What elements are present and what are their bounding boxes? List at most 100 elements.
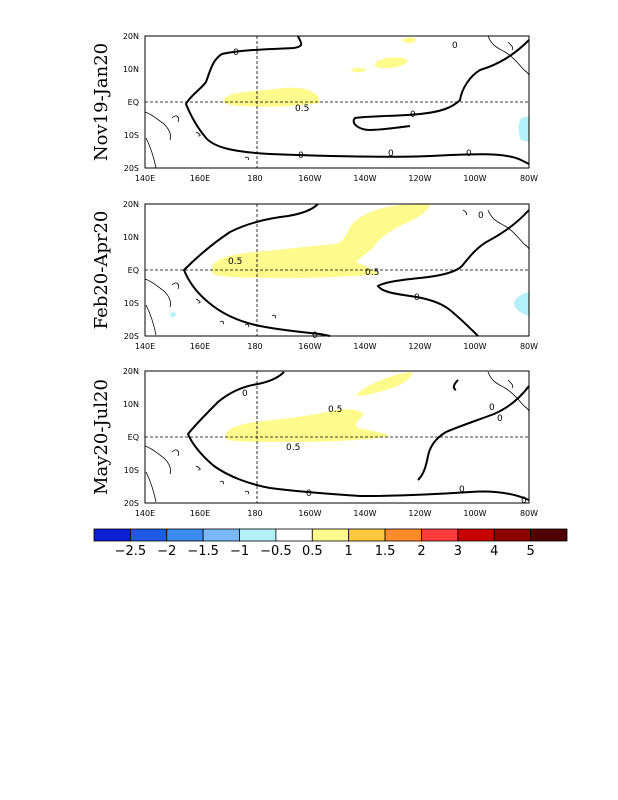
lon-label: 160E [190, 509, 210, 518]
lon-label: 160E [190, 342, 210, 351]
lon-label: 140W [353, 174, 376, 183]
lat-label: 20N [123, 32, 139, 41]
zero-contour [417, 385, 530, 481]
zero-contour [186, 371, 530, 501]
colorbar-swatch [384, 528, 422, 542]
contour-label: 0 [478, 211, 484, 221]
colorbar-label: 4 [490, 544, 498, 559]
lat-label: 10N [123, 65, 139, 74]
warm-anomaly-region [351, 67, 366, 73]
colorbar-swatch [93, 528, 131, 542]
lon-label: 120W [408, 342, 431, 351]
lat-label: 20S [124, 164, 139, 173]
contour-label: 0.5 [365, 268, 379, 278]
lat-label: EQ [128, 433, 139, 442]
lat-labels: 20N 10N EQ 10S 20S [123, 367, 139, 508]
lon-label: 80W [520, 342, 538, 351]
colorbar-swatch [493, 528, 532, 542]
colorbar-swatch [457, 528, 495, 542]
colorbar-label: −1 [230, 544, 249, 559]
lat-labels: 20N 10N EQ 10S 20S [123, 32, 139, 173]
lat-label: 10N [123, 400, 139, 409]
zero-contour [184, 35, 530, 165]
colorbar-label: 3 [454, 544, 462, 559]
colorbar-label: −2 [157, 544, 176, 559]
panel-1: 0 0 0 0 0 0 0.5 20N 10N EQ 10S 20S 140E … [91, 32, 538, 183]
contour-label: 0 [388, 149, 394, 159]
contour-label: 0 [410, 110, 416, 120]
panel-title: Nov19-Jan20 [91, 43, 112, 161]
lat-label: 20N [123, 367, 139, 376]
colorbar: −2.5 −2 −1.5 −1 −0.5 0.5 1 1.5 2 3 4 5 [93, 528, 568, 559]
colorbar-swatch [348, 528, 386, 542]
lon-label: 180 [247, 342, 262, 351]
lon-label: 140E [135, 342, 155, 351]
contour-label: 0 [521, 496, 527, 506]
lon-label: 100W [463, 509, 486, 518]
lon-label: 100W [463, 342, 486, 351]
lat-label: 10N [123, 233, 139, 242]
lon-label: 120W [408, 174, 431, 183]
coastline [144, 209, 530, 336]
colorbar-label: −1.5 [187, 544, 219, 559]
contour-label: 0 [298, 151, 304, 161]
contour-label: 0.5 [295, 104, 309, 114]
contour-label: 0 [452, 41, 458, 51]
contour-label: 0 [242, 389, 248, 399]
colorbar-label: 1.5 [375, 544, 396, 559]
contour-label: 0 [497, 414, 503, 424]
contour-label: 0.5 [286, 443, 300, 453]
zero-contour [452, 379, 459, 391]
lat-label: 20S [124, 332, 139, 341]
colorbar-label: 1 [345, 544, 353, 559]
colorbar-swatch [129, 528, 168, 542]
lat-label: EQ [128, 266, 139, 275]
colorbar-swatch [311, 528, 350, 542]
colorbar-label: 5 [526, 544, 534, 559]
colorbar-swatch [202, 528, 240, 542]
lon-label: 120W [408, 509, 431, 518]
colorbar-swatch [421, 528, 459, 542]
zero-contour [376, 209, 530, 337]
contour-label: 0.5 [328, 405, 342, 415]
contour-label: 0 [466, 149, 472, 159]
coastline [144, 35, 530, 169]
lon-label: 140W [353, 342, 376, 351]
colorbar-label: −0.5 [260, 544, 292, 559]
contour-label: 0 [459, 485, 465, 495]
lon-label: 140E [135, 174, 155, 183]
lon-label: 80W [520, 174, 538, 183]
lat-label: 10S [124, 299, 139, 308]
cool-anomaly-region [170, 312, 176, 318]
lat-labels: 20N 10N EQ 10S 20S [123, 200, 139, 341]
contour-label: 0 [489, 403, 495, 413]
panel-2: 0 0 0 0.5 0.5 20N 10N EQ 10S 20S 140E 16… [91, 200, 538, 351]
lon-label: 160W [298, 174, 321, 183]
colorbar-swatch [239, 528, 277, 542]
colorbar-swatch [530, 528, 568, 542]
zero-contour [182, 203, 331, 337]
lat-label: 10S [124, 466, 139, 475]
colorbar-label: 2 [417, 544, 425, 559]
lon-label: 80W [520, 509, 538, 518]
contour-label: 0 [233, 48, 239, 58]
lon-label: 180 [247, 509, 262, 518]
lon-labels: 140E 160E 180 160W 140W 120W 100W 80W [135, 509, 538, 518]
lat-label: 20N [123, 200, 139, 209]
colorbar-label: 0.5 [302, 544, 323, 559]
lon-label: 140E [135, 509, 155, 518]
colorbar-label: −2.5 [115, 544, 147, 559]
lon-labels: 140E 160E 180 160W 140W 120W 100W 80W [135, 174, 538, 183]
contour-label: 0 [414, 293, 420, 303]
contour-label: 0.5 [228, 257, 242, 267]
contour-label: 0 [312, 331, 318, 341]
lon-label: 160W [298, 509, 321, 518]
warm-anomaly-region [402, 37, 416, 43]
warm-anomaly-region [211, 204, 430, 278]
contour-label: 0 [306, 489, 312, 499]
colorbar-swatch [275, 528, 313, 542]
zero-contour [352, 39, 530, 132]
lon-label: 160W [298, 342, 321, 351]
colorbar-swatch [166, 528, 204, 542]
